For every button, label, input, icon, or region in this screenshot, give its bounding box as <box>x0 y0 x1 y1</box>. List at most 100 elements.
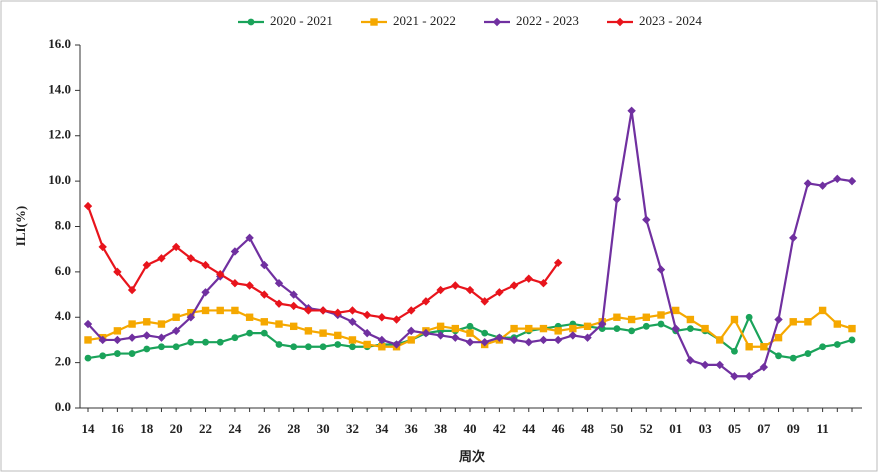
data-point <box>716 336 724 344</box>
data-point <box>260 318 269 326</box>
x-tick-label: 30 <box>317 421 330 436</box>
data-point <box>495 288 504 297</box>
data-point <box>230 279 240 288</box>
y-tick-label: 16.0 <box>48 36 71 51</box>
data-point <box>377 335 387 345</box>
legend-label: 2020 - 2021 <box>270 13 333 28</box>
data-point <box>833 320 842 328</box>
data-point <box>421 297 431 306</box>
data-point <box>465 338 475 347</box>
data-point <box>451 281 460 290</box>
data-point <box>333 308 342 317</box>
data-point <box>274 279 284 288</box>
data-point <box>186 313 196 322</box>
data-point <box>525 324 533 333</box>
data-point <box>334 341 342 348</box>
legend-marker <box>370 18 378 26</box>
data-point <box>363 340 371 349</box>
x-tick-label: 52 <box>640 421 653 436</box>
data-point <box>451 333 460 342</box>
data-point <box>143 345 151 353</box>
data-point <box>113 335 122 345</box>
data-point <box>613 313 621 321</box>
data-point <box>642 322 650 330</box>
data-point <box>201 306 210 315</box>
data-point <box>289 301 298 311</box>
data-point <box>245 281 254 290</box>
data-point <box>700 360 710 370</box>
data-point <box>157 333 166 342</box>
data-point <box>304 343 312 351</box>
data-point <box>833 174 842 184</box>
data-point <box>701 324 709 333</box>
data-point <box>627 106 636 115</box>
data-point <box>172 343 180 351</box>
data-point <box>539 324 548 333</box>
data-point <box>407 336 415 344</box>
data-point <box>172 313 180 321</box>
data-point <box>657 311 665 319</box>
x-tick-label: 11 <box>816 421 828 436</box>
data-point <box>686 356 695 365</box>
data-point <box>657 320 665 328</box>
data-point <box>304 306 313 315</box>
data-point <box>377 313 387 322</box>
x-tick-label: 20 <box>170 421 183 436</box>
data-point <box>83 319 93 329</box>
data-point <box>509 335 519 345</box>
legend-label: 2022 - 2023 <box>516 13 579 28</box>
data-point <box>392 340 401 349</box>
data-point <box>774 315 783 324</box>
x-tick-label: 50 <box>610 421 623 436</box>
data-point <box>83 201 93 211</box>
x-tick-label: 42 <box>493 421 506 436</box>
data-point <box>627 315 636 324</box>
legend-marker <box>247 18 255 26</box>
data-point <box>730 372 739 381</box>
data-point <box>99 352 107 360</box>
x-axis-label: 周次 <box>459 449 485 464</box>
data-point <box>407 306 416 315</box>
data-point <box>760 343 768 351</box>
data-point <box>171 326 181 336</box>
data-point <box>745 313 753 321</box>
data-point <box>392 315 401 324</box>
data-point <box>715 360 724 370</box>
y-tick-label: 14.0 <box>48 81 71 96</box>
data-point <box>628 327 636 335</box>
data-point <box>348 317 357 326</box>
data-point <box>421 328 431 338</box>
y-tick-label: 10.0 <box>48 172 71 187</box>
data-point <box>818 181 827 190</box>
data-point <box>113 267 122 277</box>
data-point <box>819 343 827 351</box>
x-tick-label: 01 <box>669 421 682 436</box>
data-point <box>612 195 622 204</box>
data-point <box>362 310 372 320</box>
x-tick-label: 09 <box>787 421 801 436</box>
data-point <box>789 318 797 326</box>
y-tick-label: 8.0 <box>55 217 71 232</box>
data-point <box>451 324 460 333</box>
y-tick-label: 2.0 <box>55 354 71 369</box>
data-point <box>98 335 107 345</box>
x-tick-label: 07 <box>757 421 771 436</box>
data-point <box>642 215 651 224</box>
data-point <box>789 354 797 362</box>
data-point <box>216 338 224 346</box>
data-point <box>231 306 239 315</box>
y-axis-label: ILI(%) <box>13 206 28 246</box>
data-point <box>848 324 856 333</box>
data-point <box>553 335 563 345</box>
data-point <box>260 329 268 337</box>
x-tick-label: 14 <box>82 421 96 436</box>
x-tick-label: 05 <box>728 421 742 436</box>
data-point <box>539 279 548 288</box>
data-point <box>642 313 651 321</box>
data-point <box>480 338 489 347</box>
data-point <box>847 176 857 186</box>
data-point <box>348 306 357 315</box>
data-point <box>275 341 283 348</box>
data-point <box>686 325 694 332</box>
